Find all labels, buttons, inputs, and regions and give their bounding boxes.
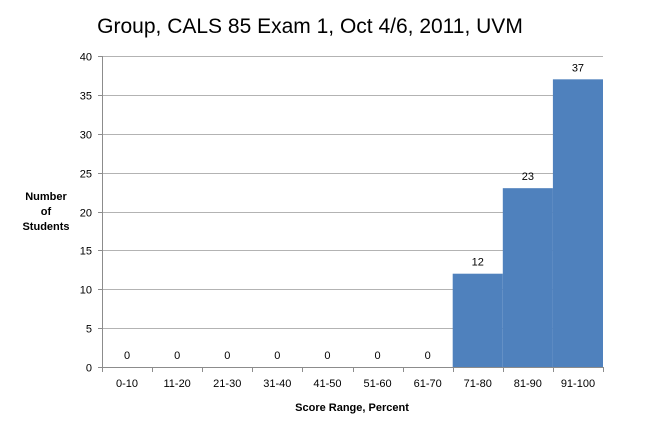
bar [552, 79, 603, 367]
y-tick-labels: 0 5 10 15 20 25 30 35 40 [80, 52, 102, 375]
data-label: 37 [572, 62, 584, 74]
x-tick-label: 91-100 [561, 378, 595, 390]
y-tick-label: 5 [86, 324, 92, 336]
data-labels: 0 0 0 0 0 0 0 12 23 37 [124, 62, 584, 362]
data-label: 0 [174, 350, 180, 362]
data-label: 0 [274, 350, 280, 362]
x-axis-label: Score Range, Percent [295, 402, 409, 414]
y-tick-label: 10 [80, 285, 92, 297]
data-label: 0 [324, 350, 330, 362]
x-tick-label: 31-40 [263, 378, 291, 390]
y-tick-label: 15 [80, 246, 92, 258]
data-label: 23 [522, 171, 534, 183]
y-tick-label: 30 [80, 130, 92, 142]
x-tick-label: 61-70 [414, 378, 442, 390]
data-label: 0 [124, 350, 130, 362]
x-tick-label: 71-80 [464, 378, 492, 390]
x-tick-label: 0-10 [116, 378, 138, 390]
gridlines [102, 56, 603, 329]
y-axis-label: Number of Students [22, 191, 69, 233]
y-tick-label: 35 [80, 91, 92, 103]
y-axis-label-line: Students [22, 221, 69, 233]
x-tick-label: 11-20 [163, 378, 190, 390]
y-tick-label: 40 [80, 52, 92, 64]
data-label: 0 [374, 350, 380, 362]
x-tick-label: 41-50 [313, 378, 341, 390]
y-tick-label: 0 [86, 363, 92, 375]
y-tick-label: 20 [80, 208, 92, 220]
data-label: 0 [224, 350, 230, 362]
chart-title: Group, CALS 85 Exam 1, Oct 4/6, 2011, UV… [97, 15, 523, 38]
bar [452, 273, 503, 367]
y-axis-label-line: Number [25, 191, 67, 203]
x-tick-labels: 0-10 11-20 21-30 31-40 41-50 51-60 61-70 71-80 8… [102, 367, 604, 390]
x-tick-label: 81-90 [514, 378, 542, 390]
data-label: 0 [425, 350, 431, 362]
data-label: 12 [472, 257, 484, 269]
bars [452, 79, 603, 367]
bar [502, 188, 553, 367]
x-tick-label: 21-30 [213, 378, 241, 390]
x-tick-label: 51-60 [363, 378, 391, 390]
y-tick-label: 25 [80, 169, 92, 181]
y-axis-label-line: of [41, 206, 52, 218]
axes [102, 56, 603, 368]
